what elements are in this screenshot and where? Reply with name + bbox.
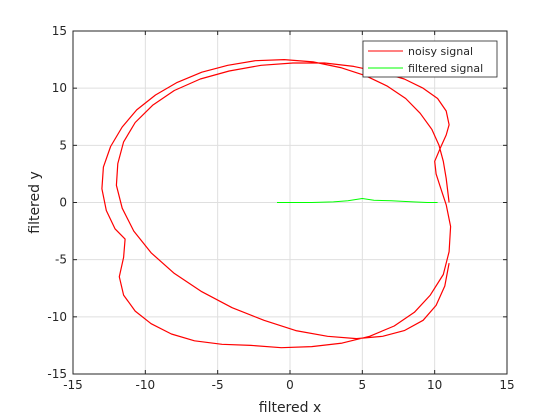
- x-tick-label: 0: [286, 378, 294, 392]
- legend-label-filtered-signal: filtered signal: [408, 62, 483, 75]
- x-tick-label: 15: [499, 378, 514, 392]
- x-tick-label: 10: [427, 378, 442, 392]
- series-layer: [101, 58, 452, 349]
- x-axis-label: filtered x: [259, 400, 322, 416]
- legend-box: [362, 40, 498, 78]
- y-tick-label: -10: [47, 310, 67, 324]
- y-tick-label: 0: [59, 196, 67, 210]
- plot-area: -15 -10 -5 0 5 10 15 -15 -10 -5 0 5 10 15: [47, 24, 514, 392]
- y-axis-label: filtered y: [27, 171, 43, 234]
- y-tick-label: 5: [59, 138, 67, 152]
- y-tick-label: 10: [52, 81, 67, 95]
- x-tick-label: -10: [136, 378, 156, 392]
- y-tick-label: -5: [55, 253, 67, 267]
- x-tick-label: 5: [359, 378, 367, 392]
- series-line-filtered-signal: [277, 198, 438, 203]
- y-tick-label: 15: [52, 24, 67, 38]
- x-tick-label: -15: [63, 378, 83, 392]
- legend: noisy signal filtered signal: [362, 40, 498, 78]
- axis-ticks: [72, 30, 508, 375]
- x-tick-label: -5: [212, 378, 224, 392]
- tick-labels: -15 -10 -5 0 5 10 15 -15 -10 -5 0 5 10 15: [47, 24, 514, 392]
- series-line-noisy-signal: [101, 58, 452, 349]
- y-tick-label: -15: [47, 367, 67, 381]
- legend-label-noisy-signal: noisy signal: [408, 45, 473, 58]
